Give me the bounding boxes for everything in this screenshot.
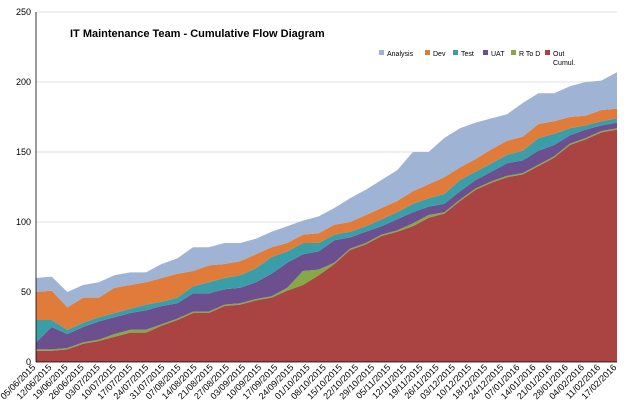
area-out-cumul [36,129,617,362]
legend-swatch [511,50,516,55]
chart-title: IT Maintenance Team - Cumulative Flow Di… [70,28,325,40]
legend-swatch [545,50,550,55]
y-tick-label: 50 [21,287,31,297]
y-tick-label: 0 [26,357,31,367]
y-tick-label: 150 [16,147,31,157]
legend-label: Out Cumul. [553,51,575,67]
legend: Analysis Dev Test UAT R To D Out Cumul. [379,50,575,67]
y-tick-label: 200 [16,77,31,87]
legend-label: Dev [433,51,446,58]
legend-label: Test [461,51,474,58]
y-tick-label: 100 [16,217,31,227]
legend-swatch [425,50,430,55]
area-test [36,118,617,343]
legend-swatch [453,50,458,55]
area-dev [36,108,617,330]
y-tick-label: 250 [16,7,31,17]
y-tick-labels: 0 50 100 150 200 250 [16,7,31,367]
area-analysis [36,72,617,308]
axes [35,12,617,363]
legend-swatch [483,50,488,55]
legend-label: R To D [519,51,540,58]
x-tick-labels: 05/06/201512/06/201519/06/201526/06/2015… [0,362,618,401]
area-uat [36,122,617,350]
legend-label: Analysis [387,51,414,58]
area-series [36,72,617,362]
legend-label: UAT [491,51,505,58]
legend-swatch [379,50,384,55]
